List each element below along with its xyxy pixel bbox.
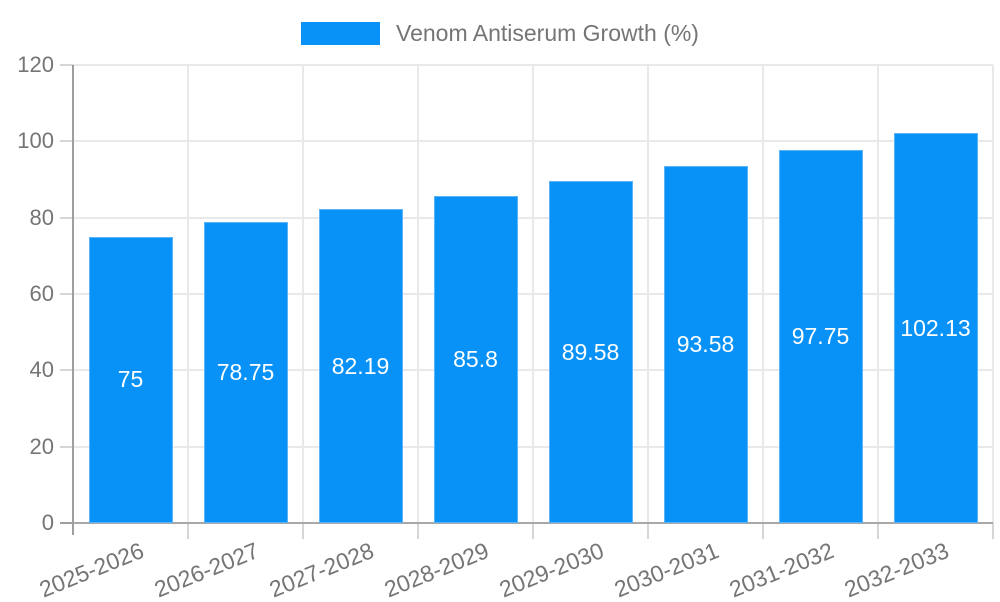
y-axis-tick-label: 0: [41, 510, 54, 535]
bar[interactable]: 93.58: [663, 165, 748, 523]
x-tick-mark: [187, 523, 189, 539]
y-tick-mark: [60, 293, 73, 295]
bar[interactable]: 78.75: [203, 222, 288, 523]
bar[interactable]: 75: [88, 236, 173, 523]
bar-value-label: 97.75: [791, 322, 850, 349]
y-axis-tick-label: 80: [29, 204, 54, 230]
x-tick-mark: [647, 523, 649, 539]
gridline-vertical: [647, 65, 649, 523]
bar[interactable]: 85.8: [433, 195, 518, 523]
gridline-vertical: [532, 65, 534, 523]
legend-series-label: Venom Antiserum Growth (%): [396, 20, 699, 46]
gridline-vertical: [992, 65, 994, 523]
legend: Venom Antiserum Growth (%): [0, 22, 1000, 45]
bar[interactable]: 97.75: [778, 149, 863, 523]
x-axis-line: [73, 522, 993, 524]
x-tick-mark: [877, 523, 879, 539]
x-tick-mark: [992, 523, 994, 539]
bar-value-label: 93.58: [676, 330, 735, 357]
x-tick-mark: [417, 523, 419, 539]
y-axis-tick-label: 120: [17, 52, 54, 77]
x-axis-category-label: 2029-2030: [495, 537, 607, 602]
y-tick-mark: [60, 216, 73, 219]
gridline-vertical: [877, 65, 879, 523]
bar-value-label: 89.58: [561, 338, 620, 365]
gridline-vertical: [187, 65, 189, 523]
x-axis-category-label: 2028-2029: [380, 537, 492, 602]
x-axis-category-label: 2030-2031: [610, 537, 722, 602]
bar-value-label: 75: [117, 366, 144, 393]
y-tick-mark: [60, 64, 73, 66]
bar-value-label: 85.8: [453, 345, 498, 372]
y-tick-mark: [60, 445, 73, 448]
y-tick-mark: [60, 140, 73, 143]
y-axis-line: [72, 65, 74, 535]
bar-value-label: 78.75: [216, 359, 275, 386]
y-axis-tick-label: 40: [29, 357, 54, 383]
x-tick-mark: [762, 523, 764, 539]
x-axis-category-label: 2025-2026: [35, 537, 147, 602]
y-axis-tick-label: 20: [29, 433, 54, 459]
y-tick-mark: [60, 522, 73, 524]
x-axis-category-label: 2027-2028: [265, 537, 377, 602]
gridline-vertical: [762, 65, 764, 523]
x-tick-mark: [532, 523, 534, 539]
bar[interactable]: 82.19: [318, 209, 403, 523]
x-axis-category-label: 2032-2033: [840, 537, 952, 602]
bar[interactable]: 102.13: [893, 133, 978, 523]
x-axis-category-label: 2026-2027: [150, 537, 262, 602]
bar[interactable]: 89.58: [548, 181, 633, 523]
gridline-vertical: [302, 65, 304, 523]
legend-swatch: [301, 22, 381, 45]
y-tick-mark: [60, 369, 73, 372]
y-axis-tick-label: 60: [29, 281, 54, 306]
gridline-vertical: [417, 65, 419, 523]
x-axis-category-label: 2031-2032: [725, 537, 837, 602]
bar-value-label: 102.13: [900, 314, 971, 341]
bar-value-label: 82.19: [331, 352, 390, 379]
x-tick-mark: [302, 523, 304, 539]
y-axis-tick-label: 100: [17, 128, 54, 154]
